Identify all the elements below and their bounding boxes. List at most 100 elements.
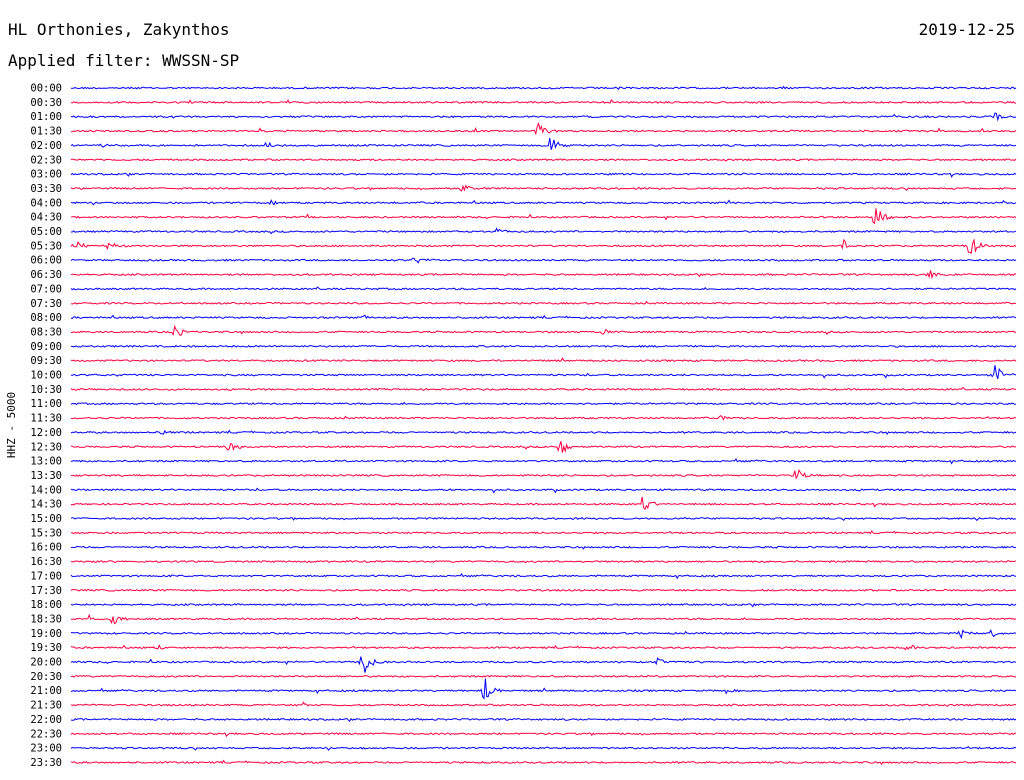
time-label: 12:00 bbox=[30, 427, 62, 439]
time-label: 19:30 bbox=[30, 642, 62, 654]
trace-1300 bbox=[70, 458, 1017, 465]
trace-0400 bbox=[70, 199, 1017, 206]
trace-0230 bbox=[70, 158, 1017, 162]
trace-1630 bbox=[71, 560, 1017, 563]
time-label: 15:00 bbox=[30, 513, 62, 525]
trace-1600 bbox=[70, 545, 1017, 550]
time-label: 03:00 bbox=[30, 169, 62, 181]
time-label: 05:00 bbox=[30, 226, 62, 238]
time-label: 08:00 bbox=[30, 312, 62, 324]
trace-2300 bbox=[70, 746, 1017, 751]
trace-0700 bbox=[70, 286, 1017, 291]
time-label: 16:00 bbox=[30, 542, 62, 554]
time-label: 13:00 bbox=[30, 456, 62, 468]
trace-0630 bbox=[70, 270, 1017, 280]
time-label: 22:00 bbox=[30, 714, 62, 726]
trace-0600 bbox=[70, 257, 1017, 264]
time-label: 00:00 bbox=[30, 83, 62, 95]
time-label: 03:30 bbox=[30, 183, 62, 195]
time-label: 09:00 bbox=[30, 341, 62, 353]
trace-1430 bbox=[70, 496, 1017, 511]
trace-1130 bbox=[70, 415, 1017, 421]
time-label: 21:30 bbox=[30, 700, 62, 712]
trace-0130 bbox=[70, 121, 1017, 136]
trace-2100 bbox=[70, 678, 1017, 700]
trace-1530 bbox=[70, 530, 1016, 535]
time-label: 02:00 bbox=[30, 140, 62, 152]
time-label: 16:30 bbox=[30, 556, 62, 568]
trace-0830 bbox=[71, 324, 1017, 337]
channel-label: HHZ - 5000 bbox=[5, 392, 18, 458]
trace-0800 bbox=[70, 314, 1017, 320]
trace-1900 bbox=[70, 629, 1017, 640]
trace-1230 bbox=[70, 441, 1017, 453]
trace-2130 bbox=[70, 701, 1017, 707]
station-title: HL Orthonies, Zakynthos bbox=[8, 20, 230, 39]
trace-0000 bbox=[71, 85, 1017, 91]
time-label: 15:30 bbox=[30, 527, 62, 539]
trace-1100 bbox=[70, 401, 1017, 406]
time-label: 04:00 bbox=[30, 197, 62, 209]
time-label: 09:30 bbox=[30, 355, 62, 367]
time-label: 23:30 bbox=[30, 757, 62, 769]
filter-label: Applied filter: WWSSN-SP bbox=[8, 51, 240, 70]
trace-0430 bbox=[70, 208, 1017, 225]
trace-1500 bbox=[70, 516, 1017, 522]
trace-1200 bbox=[70, 429, 1017, 435]
trace-1700 bbox=[70, 572, 1017, 580]
trace-0500 bbox=[71, 227, 1017, 235]
time-label: 10:00 bbox=[30, 370, 62, 382]
time-label: 19:00 bbox=[30, 628, 62, 640]
time-label: 11:00 bbox=[30, 398, 62, 410]
time-label: 14:30 bbox=[30, 499, 62, 511]
time-label: 01:00 bbox=[30, 111, 62, 123]
time-label: 01:30 bbox=[30, 126, 62, 138]
time-label: 18:00 bbox=[30, 599, 62, 611]
time-label: 22:30 bbox=[30, 728, 62, 740]
time-label: 06:00 bbox=[30, 255, 62, 267]
time-label: 14:00 bbox=[30, 484, 62, 496]
time-label: 10:30 bbox=[30, 384, 62, 396]
trace-2330 bbox=[70, 759, 1017, 766]
trace-0300 bbox=[70, 172, 1017, 178]
trace-0900 bbox=[70, 344, 1017, 348]
trace-1730 bbox=[70, 588, 1017, 592]
trace-0100 bbox=[70, 112, 1017, 122]
time-label: 07:00 bbox=[30, 283, 62, 295]
time-label: 23:00 bbox=[30, 743, 62, 755]
trace-1400 bbox=[70, 487, 1017, 494]
trace-0930 bbox=[70, 357, 1017, 363]
time-label: 05:30 bbox=[30, 240, 62, 252]
time-label: 02:30 bbox=[30, 154, 62, 166]
trace-2000 bbox=[70, 656, 1017, 673]
time-label: 06:30 bbox=[30, 269, 62, 281]
time-label: 17:30 bbox=[30, 585, 62, 597]
time-label: 17:00 bbox=[30, 570, 62, 582]
trace-0030 bbox=[70, 98, 1017, 104]
time-label: 04:30 bbox=[30, 212, 62, 224]
time-label: 11:30 bbox=[30, 413, 62, 425]
trace-1330 bbox=[71, 469, 1017, 480]
trace-0730 bbox=[70, 300, 1017, 305]
time-label: 13:30 bbox=[30, 470, 62, 482]
trace-2200 bbox=[70, 717, 1017, 723]
time-label: 07:30 bbox=[30, 298, 62, 310]
record-date: 2019-12-25 bbox=[918, 20, 1015, 39]
time-label: 08:30 bbox=[30, 326, 62, 338]
time-label: 20:00 bbox=[30, 657, 62, 669]
time-label: 20:30 bbox=[30, 671, 62, 683]
trace-1030 bbox=[70, 386, 1017, 392]
time-label: 12:30 bbox=[30, 441, 62, 453]
time-label: 00:30 bbox=[30, 97, 62, 109]
trace-0530 bbox=[70, 238, 1017, 254]
trace-1830 bbox=[70, 613, 1017, 625]
time-label: 18:30 bbox=[30, 613, 62, 625]
trace-2230 bbox=[70, 732, 1016, 738]
trace-1930 bbox=[70, 644, 1017, 651]
trace-0200 bbox=[70, 137, 1017, 150]
time-label: 21:00 bbox=[30, 685, 62, 697]
trace-1800 bbox=[70, 603, 1017, 608]
trace-0330 bbox=[70, 184, 1017, 192]
trace-2030 bbox=[70, 674, 1016, 678]
